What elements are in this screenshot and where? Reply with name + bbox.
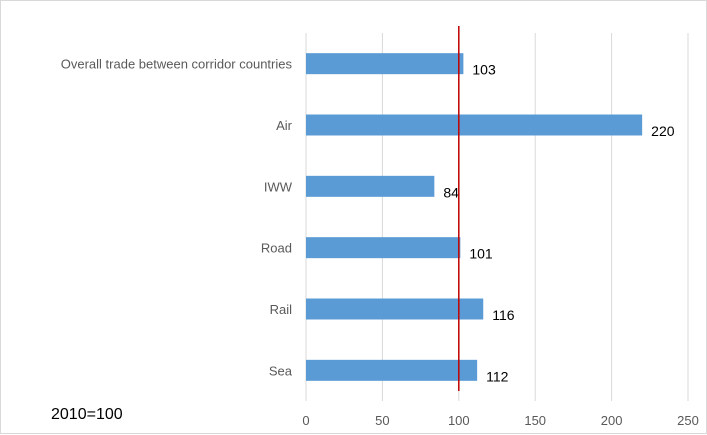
x-tick-label: 150 <box>524 413 546 428</box>
data-label: 103 <box>472 62 496 78</box>
data-label: 101 <box>469 246 493 262</box>
category-label: Air <box>276 118 293 133</box>
x-tick-label: 200 <box>601 413 623 428</box>
category-label: Road <box>261 241 292 256</box>
category-label: IWW <box>264 179 293 194</box>
x-tick-label: 0 <box>302 413 309 428</box>
x-tick-label: 100 <box>448 413 470 428</box>
category-label: Rail <box>270 302 293 317</box>
bar <box>306 114 643 136</box>
data-label: 116 <box>492 307 515 323</box>
data-label: 220 <box>651 123 675 139</box>
data-label: 112 <box>486 368 509 384</box>
data-label: 84 <box>443 184 459 200</box>
bar <box>306 53 464 75</box>
x-tick-label: 50 <box>375 413 389 428</box>
category-label: Overall trade between corridor countries <box>61 57 293 72</box>
bar <box>306 237 461 259</box>
category-label: Sea <box>269 363 293 378</box>
base-year-note: 2010=100 <box>51 406 123 423</box>
x-tick-label: 250 <box>677 413 699 428</box>
bar <box>306 175 435 197</box>
bar <box>306 359 478 381</box>
bar <box>306 298 484 320</box>
